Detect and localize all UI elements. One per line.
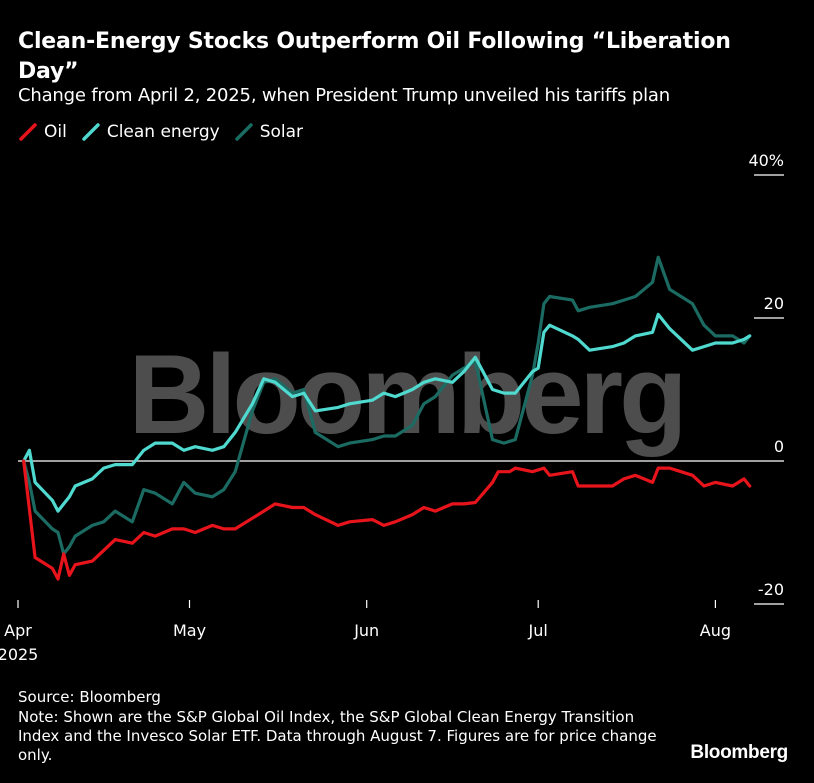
legend-item-clean-energy: Clean energy [81,122,220,142]
legend: Oil Clean energy Solar [18,121,317,143]
chart-subtitle: Change from April 2, 2025, when Presiden… [18,85,670,106]
x-axis: Apr 2025 May Jun Jul Aug [0,600,731,664]
bloomberg-logo: Bloomberg [690,742,788,763]
x-tick-sublabel: 2025 [0,645,38,664]
x-tick-label: Apr [4,621,32,640]
series-line-clean-energy [22,312,752,513]
legend-swatch-clean-energy-icon [82,123,100,141]
bloomberg-watermark: Bloomberg [128,332,683,457]
y-tick-label: 0 [774,437,784,456]
x-tick-label: Aug [700,621,731,640]
legend-label-oil: Oil [44,122,67,142]
legend-swatch-oil-icon [19,123,37,141]
legend-item-oil: Oil [18,122,67,142]
y-tick-label: -20 [758,580,784,599]
source-text: Source: Bloomberg [18,688,161,706]
y-tick-label: 20 [764,294,784,313]
y-axis: 40% 20 0 -20 [18,151,784,605]
legend-item-solar: Solar [234,122,303,142]
note-text: Note: Shown are the S&P Global Oil Index… [18,708,657,764]
series-line-solar [22,255,752,556]
x-tick-label: Jun [353,621,379,640]
series-layer [22,255,752,581]
x-tick-label: Jul [528,621,548,640]
legend-label-clean-energy: Clean energy [106,122,220,142]
series-line-oil [22,459,752,581]
chart-title: Clean-Energy Stocks Outperform Oil Follo… [18,29,731,84]
x-tick-label: May [173,621,206,640]
y-tick-label: 40% [748,151,784,170]
line-chart: Bloomberg 40% 20 0 -20 Apr 2025 May Jun Jul Aug [0,151,784,664]
legend-swatch-solar-icon [234,123,253,141]
watermark-layer: Bloomberg [128,332,687,457]
legend-label-solar: Solar [259,122,304,142]
